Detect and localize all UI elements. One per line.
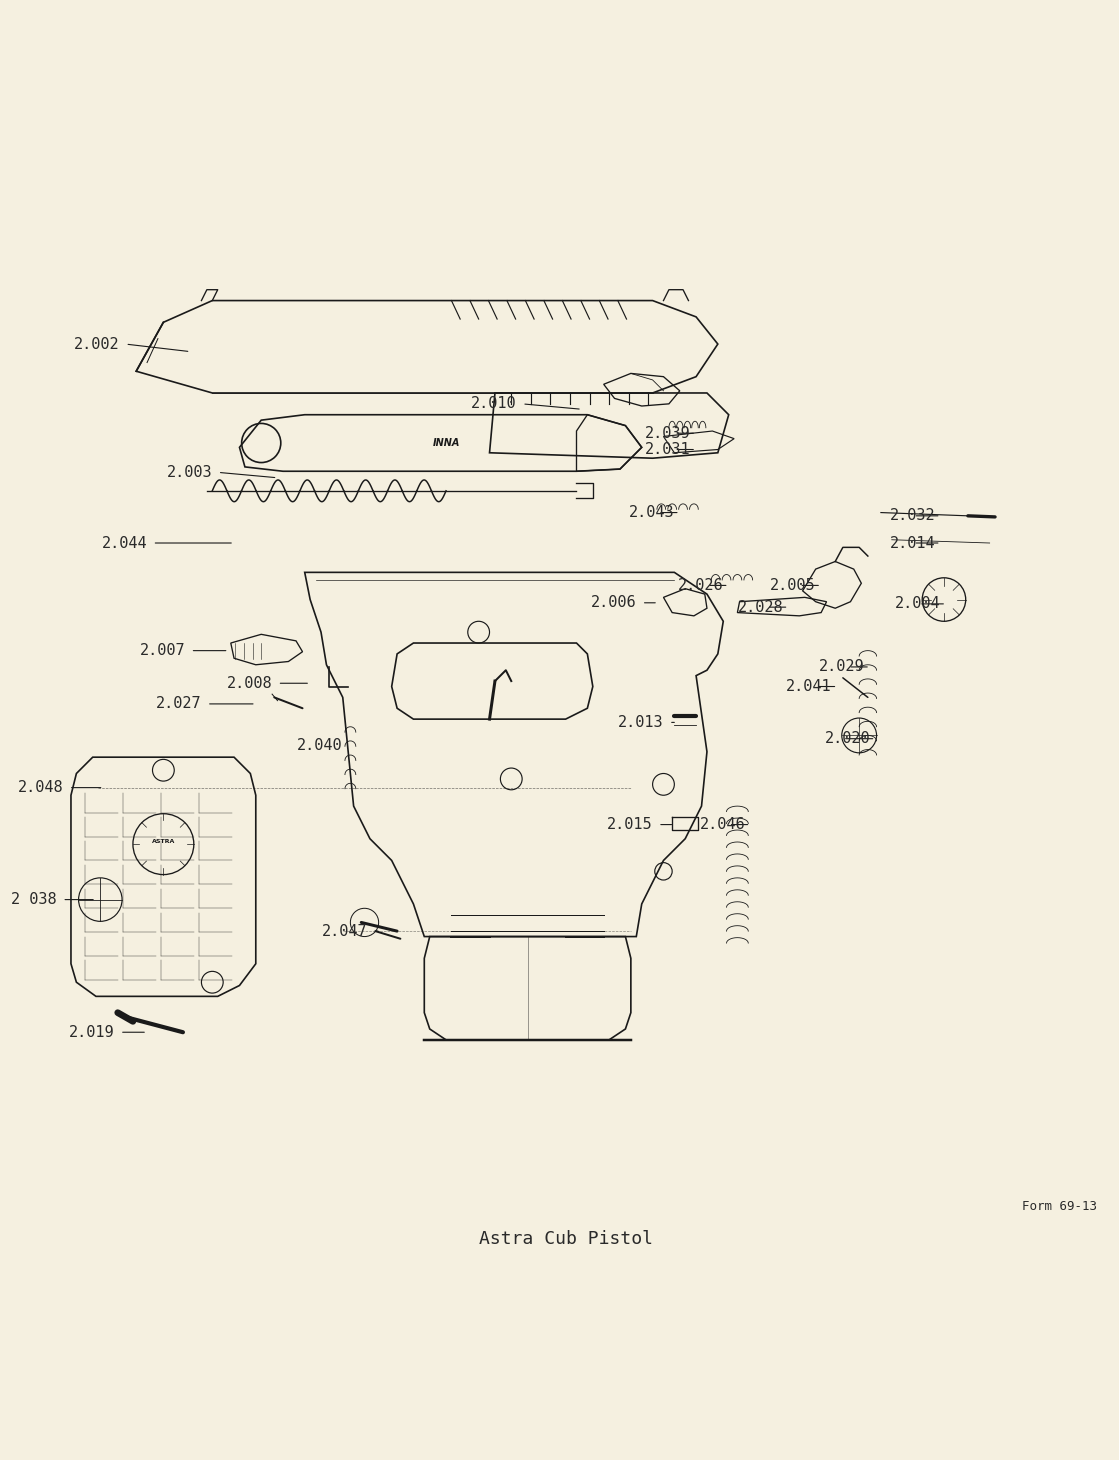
Text: 2.020: 2.020: [825, 731, 871, 746]
Text: 2.014: 2.014: [890, 536, 935, 550]
Text: 2.040: 2.040: [298, 737, 342, 753]
Text: 2.005: 2.005: [770, 578, 816, 593]
Text: 2.046: 2.046: [699, 818, 745, 832]
Text: 2.029: 2.029: [819, 660, 865, 675]
Text: 2.028: 2.028: [737, 600, 783, 615]
Text: 2.047: 2.047: [322, 924, 368, 939]
Text: 2 038: 2 038: [11, 892, 57, 907]
Text: 2.007: 2.007: [140, 644, 185, 658]
Text: 2.006: 2.006: [591, 596, 637, 610]
Text: 2.032: 2.032: [890, 508, 935, 523]
Text: 2.004: 2.004: [895, 596, 941, 612]
Text: 2.041: 2.041: [787, 679, 833, 694]
Text: Astra Cub Pistol: Astra Cub Pistol: [479, 1229, 652, 1248]
Text: 2.019: 2.019: [69, 1025, 114, 1040]
Text: 2.002: 2.002: [74, 337, 120, 352]
Text: 2.048: 2.048: [18, 780, 64, 796]
Text: 2.013: 2.013: [618, 715, 664, 730]
Text: 2.010: 2.010: [471, 396, 517, 412]
Text: 2.027: 2.027: [156, 696, 201, 711]
Text: ASTRA: ASTRA: [152, 839, 175, 844]
Text: 2.003: 2.003: [167, 464, 213, 480]
Text: 2.026: 2.026: [678, 578, 723, 593]
Text: 2.008: 2.008: [226, 676, 272, 691]
Text: INNA: INNA: [432, 438, 460, 448]
Text: 2.031: 2.031: [645, 442, 690, 457]
Text: Form 69-13: Form 69-13: [1023, 1200, 1098, 1213]
Text: 2.043: 2.043: [629, 505, 675, 520]
Text: 2.039: 2.039: [645, 426, 690, 441]
Text: 2.044: 2.044: [102, 536, 147, 550]
Text: 2.015: 2.015: [606, 818, 652, 832]
